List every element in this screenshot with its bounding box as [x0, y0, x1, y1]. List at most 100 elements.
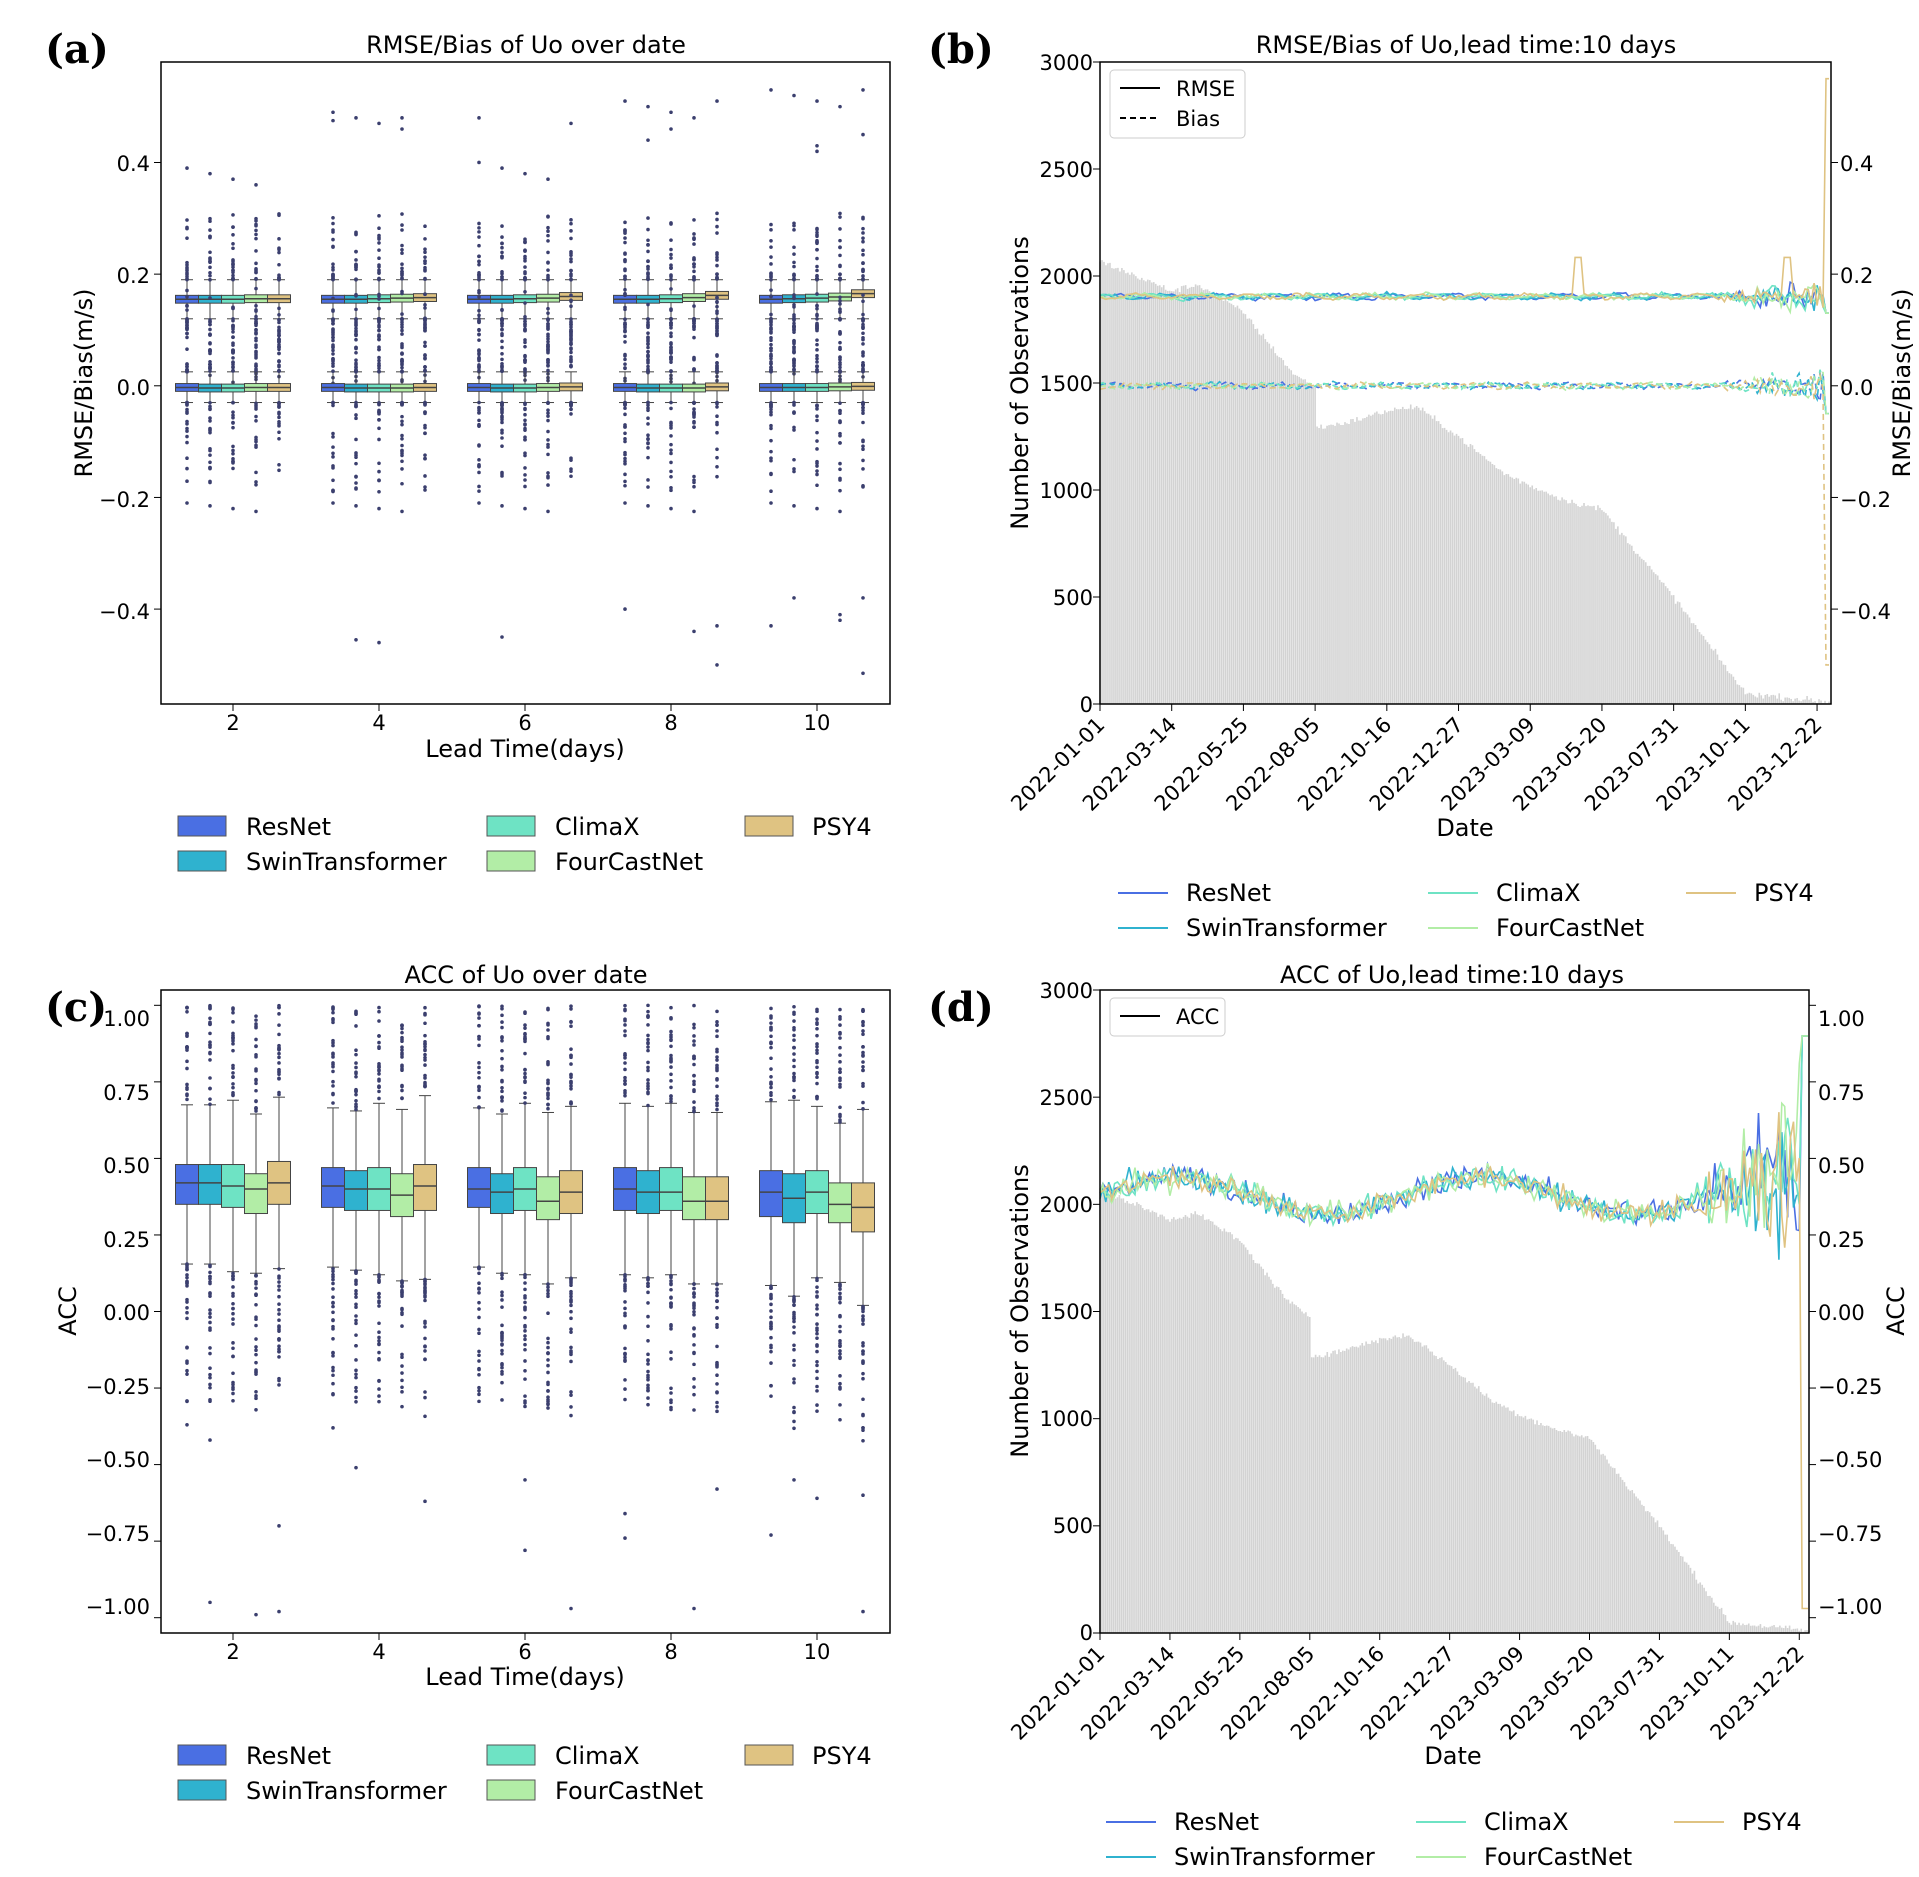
box [413, 1164, 437, 1211]
outlier-point [277, 364, 281, 369]
outlier-point [769, 1056, 773, 1061]
outlier-point [861, 277, 865, 282]
outlier-point [231, 1306, 235, 1311]
outlier-point [231, 1301, 235, 1306]
outlier-point [792, 1331, 796, 1335]
outlier-point [231, 265, 235, 269]
outlier-point [861, 444, 865, 448]
outlier-point [546, 339, 550, 344]
outlier-point [692, 116, 696, 120]
outlier-point [523, 1306, 527, 1311]
outlier-point [477, 1291, 481, 1295]
outlier-point [400, 1023, 404, 1028]
outlier-point [523, 359, 527, 363]
outlier-point [477, 290, 481, 295]
outlier-point [838, 1067, 842, 1071]
outlier-point [815, 1326, 819, 1331]
outlier-point [354, 638, 358, 642]
outlier-point [477, 1366, 481, 1371]
y-tick-label: −0.50 [86, 1448, 150, 1472]
outlier-point [815, 1403, 819, 1407]
outlier-point [500, 1089, 504, 1094]
outlier-point [769, 361, 773, 366]
outlier-point [838, 409, 842, 413]
outlier-point [623, 1033, 627, 1038]
outlier-point [623, 1018, 627, 1023]
outlier-point [669, 247, 673, 252]
outlier-point [377, 121, 381, 126]
outlier-point [546, 268, 550, 272]
outlier-point [692, 1326, 696, 1331]
outlier-point [277, 1312, 281, 1316]
outlier-point [423, 1395, 427, 1400]
outlier-point [815, 1027, 819, 1031]
outlier-point [523, 259, 527, 263]
outlier-point [331, 1277, 335, 1282]
outlier-point [331, 335, 335, 340]
outlier-point [423, 1499, 427, 1504]
outlier-point [861, 1060, 865, 1064]
outlier-point [623, 1397, 627, 1402]
outlier-point [477, 226, 481, 230]
outlier-point [669, 252, 673, 257]
outlier-point [277, 1280, 281, 1284]
outlier-point [546, 471, 550, 475]
outlier-point [354, 1343, 358, 1348]
outlier-point [623, 1346, 627, 1351]
outlier-point [646, 1358, 650, 1362]
outlier-point [208, 171, 212, 176]
outlier-point [669, 485, 673, 490]
outlier-point [669, 266, 673, 270]
outlier-point [769, 1296, 773, 1301]
outlier-point [692, 1385, 696, 1389]
outlier-point [277, 368, 281, 373]
outlier-point [331, 1052, 335, 1057]
outlier-point [792, 321, 796, 326]
outlier-point [354, 455, 358, 460]
outlier-point [792, 260, 796, 265]
outlier-point [185, 274, 189, 279]
outlier-point [646, 433, 650, 438]
outlier-point [838, 1017, 842, 1021]
outlier-point [185, 501, 189, 505]
outlier-point [546, 401, 550, 405]
outlier-point [669, 369, 673, 374]
outlier-point [692, 1362, 696, 1367]
outlier-point [838, 1060, 842, 1064]
outlier-point [331, 265, 335, 270]
outlier-point [569, 249, 573, 254]
outlier-point [500, 1095, 504, 1099]
outlier-point [838, 340, 842, 345]
outlier-point [254, 1044, 258, 1049]
outlier-point [277, 320, 281, 325]
legend-label-resnet: ResNet [246, 1742, 331, 1770]
outlier-point [669, 277, 673, 282]
outlier-point [646, 138, 650, 142]
outlier-point [500, 504, 504, 508]
outlier-point [815, 459, 819, 464]
outlier-point [400, 419, 404, 424]
box [682, 1176, 706, 1221]
outlier-point [546, 250, 550, 255]
outlier-point [231, 348, 235, 353]
outlier-point [669, 350, 673, 355]
outlier-point [815, 1033, 819, 1038]
series-line-psy4 [1099, 1112, 1808, 1610]
outlier-point [623, 1093, 627, 1098]
outlier-point [623, 1067, 627, 1072]
outlier-point [623, 1007, 627, 1012]
outlier-point [838, 1085, 842, 1089]
outlier-point [546, 1081, 550, 1086]
outlier-point [185, 1310, 189, 1315]
outlier-point [377, 226, 381, 231]
outlier-point [715, 1325, 719, 1329]
y-tick-label: 2500 [1040, 1086, 1093, 1110]
outlier-point [477, 271, 481, 275]
outlier-point [231, 400, 235, 405]
outlier-point [231, 1382, 235, 1387]
outlier-point [523, 478, 527, 482]
outlier-point [792, 457, 796, 462]
outlier-point [500, 250, 504, 255]
outlier-point [569, 1359, 573, 1364]
outlier-point [377, 1085, 381, 1090]
